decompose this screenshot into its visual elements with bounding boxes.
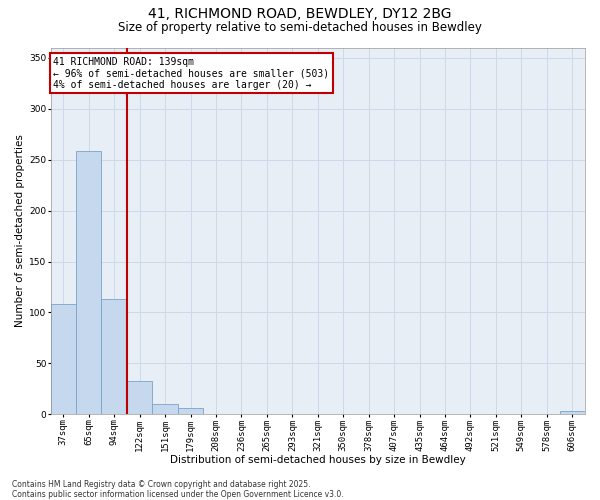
- Text: 41 RICHMOND ROAD: 139sqm
← 96% of semi-detached houses are smaller (503)
4% of s: 41 RICHMOND ROAD: 139sqm ← 96% of semi-d…: [53, 56, 329, 90]
- Text: Size of property relative to semi-detached houses in Bewdley: Size of property relative to semi-detach…: [118, 21, 482, 34]
- Y-axis label: Number of semi-detached properties: Number of semi-detached properties: [15, 134, 25, 328]
- Bar: [178, 408, 203, 414]
- Bar: [50, 304, 76, 414]
- Bar: [560, 412, 585, 414]
- X-axis label: Distribution of semi-detached houses by size in Bewdley: Distribution of semi-detached houses by …: [170, 455, 466, 465]
- Bar: [127, 381, 152, 414]
- Bar: [101, 299, 127, 414]
- Bar: [152, 404, 178, 414]
- Text: Contains HM Land Registry data © Crown copyright and database right 2025.
Contai: Contains HM Land Registry data © Crown c…: [12, 480, 344, 499]
- Text: 41, RICHMOND ROAD, BEWDLEY, DY12 2BG: 41, RICHMOND ROAD, BEWDLEY, DY12 2BG: [148, 8, 452, 22]
- Bar: [76, 152, 101, 414]
